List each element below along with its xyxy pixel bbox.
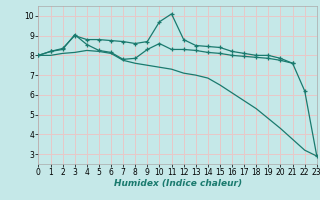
X-axis label: Humidex (Indice chaleur): Humidex (Indice chaleur): [114, 179, 242, 188]
